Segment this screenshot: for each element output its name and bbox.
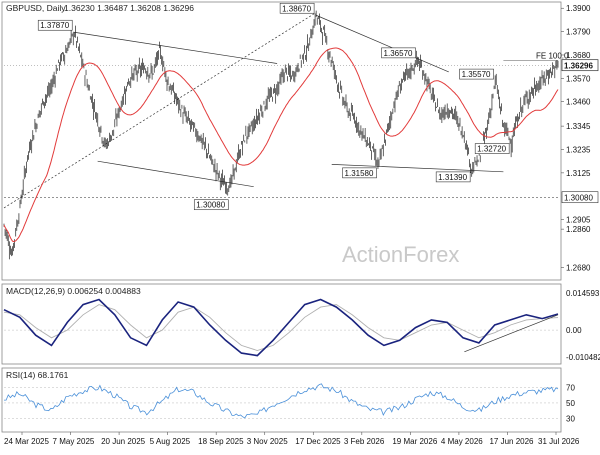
reference-price-label: 1.30080	[564, 194, 593, 203]
x-tick-label: 31 Jul 2026	[538, 437, 580, 446]
price-annotation-box	[459, 68, 494, 80]
price-annotation-box	[193, 199, 229, 211]
macd-y-tick-label: -0.010482	[566, 353, 600, 362]
price-y-tick-label: 1.2860	[566, 225, 591, 234]
price-annotation-box	[435, 171, 471, 183]
x-tick-label: 3 Feb 2026	[344, 437, 385, 446]
x-tick-label: 5 Aug 2025	[150, 437, 191, 446]
price-annotation-label: 1.36570	[384, 49, 413, 58]
rsi-panel-frame	[1, 367, 562, 433]
price-y-tick-label: 1.3125	[566, 169, 591, 178]
price-y-tick-label: 1.3900	[566, 4, 591, 13]
x-tick-label: 18 Sep 2025	[198, 437, 244, 446]
channel-lower-line	[97, 160, 254, 188]
price-y-tick-label: 1.2680	[566, 263, 591, 272]
rsi-y-tick-label: 70	[566, 383, 575, 392]
x-tick-label: 3 Nov 2025	[247, 437, 288, 446]
support-trendline	[331, 164, 504, 173]
price-y-tick-label: 1.3345	[566, 122, 591, 131]
macd-y-tick-label: 0.014593	[566, 289, 600, 298]
x-tick-label: 7 May 2025	[53, 437, 95, 446]
price-y-tick-label: 1.3460	[566, 98, 591, 107]
rsi-line	[4, 383, 559, 419]
rsi-y-tick-label: 30	[566, 414, 575, 423]
price-y-tick-label: 1.2905	[566, 216, 591, 225]
macd-panel-title: MACD(12,26,9) 0.006254 0.004883	[6, 286, 141, 296]
price-annotation-label: 1.30080	[196, 201, 225, 210]
last-price-label: 1.36296	[564, 62, 593, 71]
price-y-tick-label: 1.3570	[566, 74, 591, 83]
x-tick-label: 17 Dec 2025	[295, 437, 341, 446]
macd-signal-line	[3, 304, 559, 351]
price-annotation-label: 1.35570	[462, 70, 491, 79]
x-tick-label: 20 Jun 2025	[101, 437, 146, 446]
price-annotation-label: 1.31390	[438, 173, 467, 182]
rsi-panel-title: RSI(14) 68.1761	[6, 370, 69, 380]
fe-label: FE 100.0	[536, 52, 569, 61]
price-annotation-box	[342, 167, 377, 179]
x-tick-label: 17 Jun 2026	[489, 437, 534, 446]
price-y-tick-label: 1.3790	[566, 28, 591, 37]
price-y-tick-label: 1.3680	[566, 51, 591, 60]
x-tick-label: 4 May 2026	[441, 437, 483, 446]
falling-trendline	[315, 14, 449, 73]
price-y-tick-label: 1.3235	[566, 145, 591, 154]
price-annotation-box	[37, 19, 73, 31]
price-annotation-label: 1.38670	[282, 4, 311, 13]
moving-average-line	[3, 47, 559, 243]
price-panel-frame	[1, 1, 562, 281]
price-annotation-label: 1.37870	[40, 21, 69, 30]
last-price-box	[561, 59, 599, 72]
x-tick-label: 24 Mar 2025	[4, 437, 49, 446]
rsi-y-tick-label: 50	[566, 399, 575, 408]
price-annotation-label: 1.32720	[477, 145, 506, 154]
reference-price-box	[561, 191, 599, 204]
macd-line	[3, 298, 559, 357]
macd-trendline	[464, 314, 559, 353]
price-annotation-box	[474, 143, 510, 154]
macd-y-tick-label: 0.00	[566, 326, 582, 335]
price-annotation-label: 1.31580	[345, 169, 374, 178]
ohlc-header: 1.36230 1.36487 1.36208 1.36296	[64, 3, 194, 13]
rising-dotted-trendline	[3, 12, 317, 209]
price-panel-title: GBPUSD, Daily	[6, 3, 66, 13]
macd-panel-frame	[1, 283, 562, 365]
price-annotation-box	[381, 47, 416, 59]
price-annotation-box	[279, 2, 315, 14]
x-tick-label: 19 Mar 2026	[392, 437, 437, 446]
channel-upper-line	[74, 31, 278, 64]
watermark: ActionForex	[342, 242, 459, 267]
